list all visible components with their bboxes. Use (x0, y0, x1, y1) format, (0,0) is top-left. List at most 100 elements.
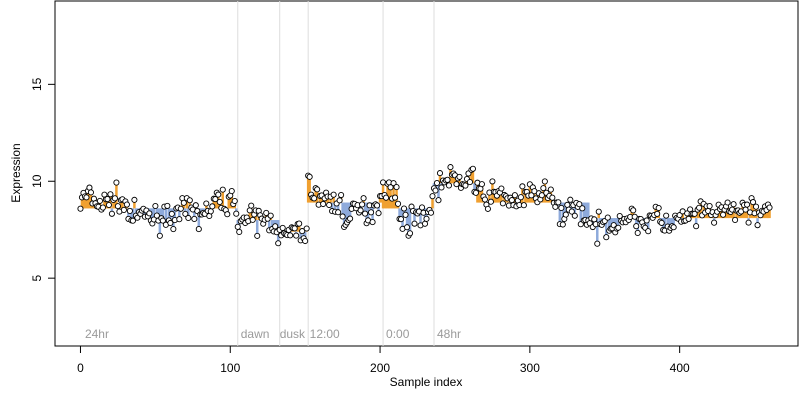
data-point (724, 199, 731, 206)
data-point (594, 240, 601, 247)
condition-label: 12:00 (310, 327, 340, 341)
data-point (469, 165, 476, 172)
data-point (478, 181, 485, 188)
data-point (393, 184, 400, 191)
data-point (541, 178, 548, 185)
data-point (685, 215, 692, 222)
data-point (766, 204, 773, 211)
data-point (108, 210, 115, 217)
data-point (228, 187, 235, 195)
data-point (185, 214, 192, 222)
data-point (314, 186, 321, 193)
data-point (176, 216, 183, 223)
data-point (299, 228, 306, 235)
data-point (186, 197, 193, 204)
data-point (195, 226, 202, 233)
data-point (114, 203, 121, 210)
data-point (113, 179, 120, 186)
data-point (670, 224, 677, 231)
data-point (427, 209, 435, 216)
data-point (191, 215, 198, 222)
data-point (375, 210, 382, 217)
data-point (207, 208, 214, 215)
data-point (374, 202, 381, 209)
data-point (126, 207, 133, 214)
data-point (663, 212, 670, 219)
data-point (540, 185, 547, 192)
data-point (209, 203, 216, 210)
x-tick-label: 400 (670, 361, 690, 375)
data-point (423, 215, 430, 222)
data-point (272, 223, 279, 230)
data-point (192, 202, 199, 209)
data-point (418, 204, 426, 211)
data-point (302, 237, 309, 245)
data-point (711, 219, 718, 226)
data-point (390, 180, 397, 187)
data-point (134, 214, 141, 221)
data-point (249, 216, 256, 223)
data-point (99, 204, 106, 211)
data-point (567, 196, 574, 203)
data-point (397, 216, 405, 223)
data-point (466, 179, 473, 186)
data-point (576, 201, 583, 208)
x-tick-label: 200 (370, 361, 390, 375)
data-point (177, 205, 184, 212)
data-point (429, 193, 436, 200)
data-point (595, 208, 602, 215)
data-point (411, 220, 418, 227)
data-point (359, 201, 366, 208)
condition-label: dusk (280, 327, 306, 341)
data-points (77, 164, 773, 247)
data-point (579, 205, 586, 212)
data-point (335, 209, 342, 216)
data-point (287, 232, 294, 239)
data-point (105, 201, 112, 209)
data-point (234, 223, 241, 230)
data-point (484, 205, 491, 212)
x-axis-label: Sample index (390, 375, 463, 389)
data-point (634, 229, 641, 236)
data-point (549, 194, 556, 201)
data-point (263, 209, 270, 216)
data-point (368, 209, 375, 216)
condition-label: dawn (241, 327, 270, 341)
data-point (394, 200, 402, 207)
data-point (472, 189, 479, 196)
data-point (571, 212, 578, 219)
data-point (293, 232, 300, 239)
data-point (330, 191, 337, 198)
data-point (104, 196, 111, 203)
data-point (360, 195, 367, 202)
data-point (538, 192, 545, 199)
data-point (633, 223, 640, 230)
data-point (275, 240, 282, 247)
data-point (254, 232, 261, 239)
data-point (754, 222, 761, 229)
data-point (129, 217, 136, 224)
data-point (445, 182, 453, 189)
data-point (236, 228, 243, 236)
x-tick-label: 300 (520, 361, 540, 375)
data-point (248, 202, 255, 209)
data-point (508, 197, 515, 204)
data-point (339, 213, 346, 220)
y-tick-label: 5 (30, 275, 44, 282)
data-point (519, 183, 526, 190)
data-point (303, 225, 310, 232)
data-point (279, 224, 286, 231)
data-point (96, 197, 103, 204)
data-point (131, 196, 138, 203)
condition-label: 24hr (85, 327, 109, 341)
data-point (403, 224, 411, 231)
data-point (387, 184, 394, 191)
data-point (696, 204, 703, 211)
data-point (391, 194, 399, 201)
data-point (753, 203, 760, 210)
data-point (347, 215, 354, 222)
data-point (520, 202, 527, 209)
plot-frame (54, 0, 799, 347)
data-point (558, 204, 565, 211)
